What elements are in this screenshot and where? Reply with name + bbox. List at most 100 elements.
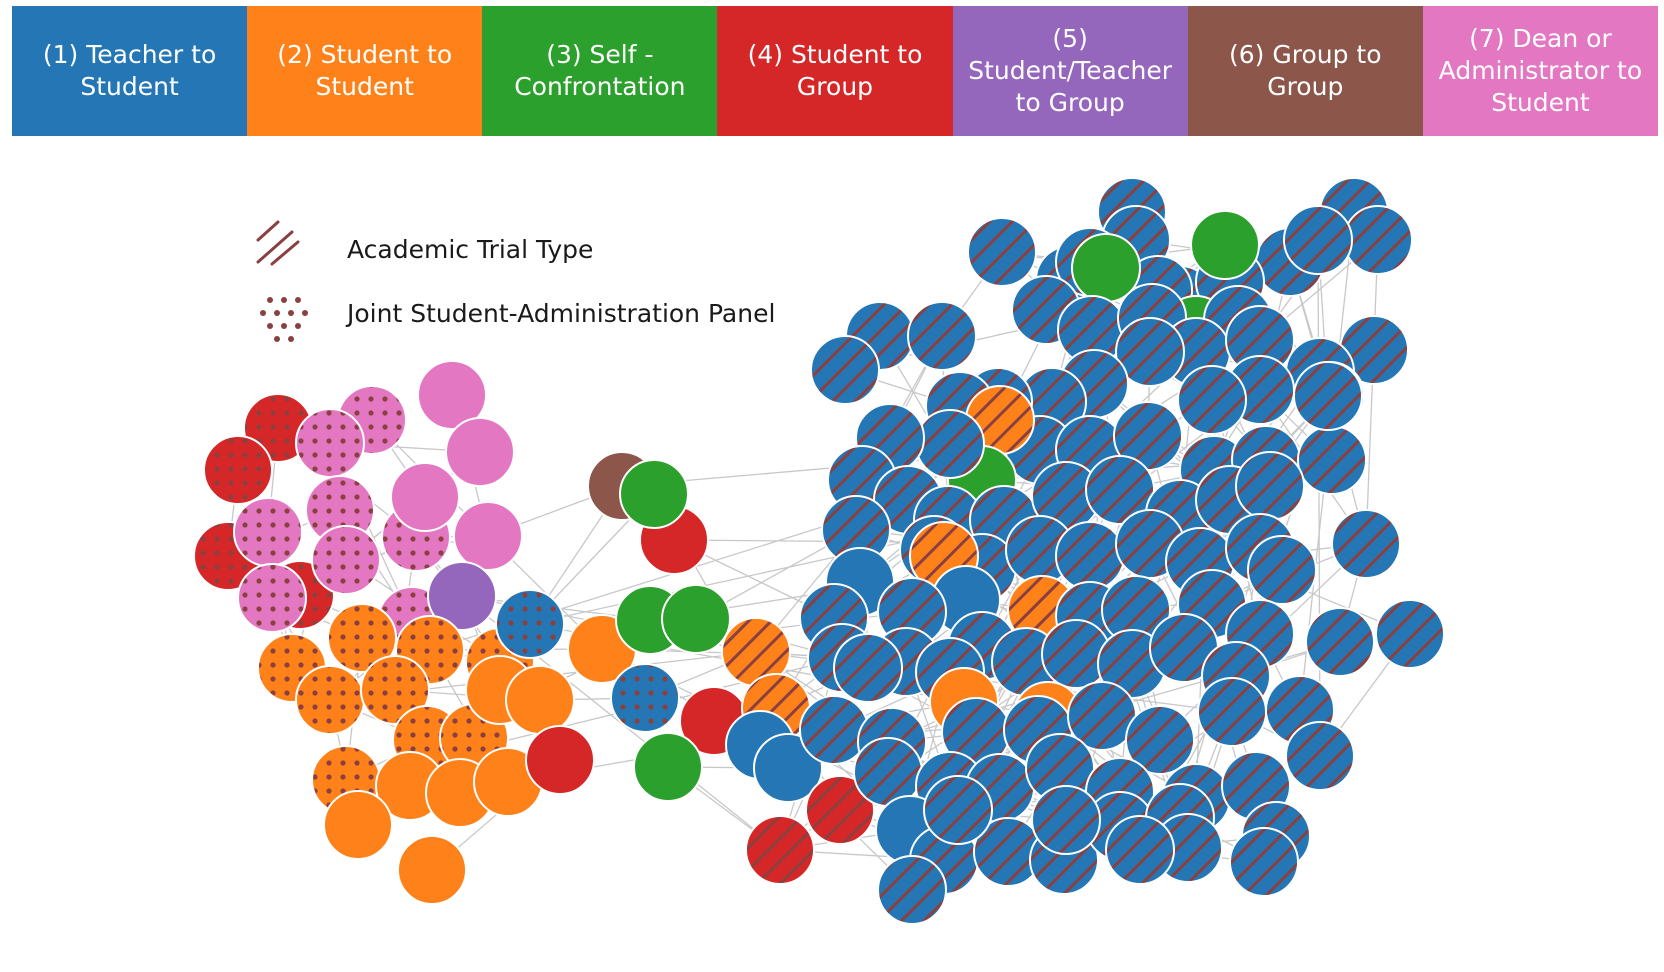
node-hatch-overlay [1237, 453, 1303, 519]
node-hatch-overlay [1231, 829, 1297, 895]
graph-node [810, 335, 880, 405]
node-hatch-overlay [823, 497, 889, 563]
graph-node [1115, 317, 1185, 387]
graph-node [1283, 205, 1353, 275]
graph-node [311, 525, 381, 595]
category-box-5: (5) Student/Teacher to Group [952, 6, 1188, 136]
graph-node [1229, 827, 1299, 897]
node-hatch-overlay [1059, 297, 1125, 363]
node-dot-overlay [497, 591, 563, 657]
graph-node [525, 725, 595, 795]
category-box-3: (3) Self - Confrontation [482, 6, 718, 136]
node-hatch-overlay [812, 337, 878, 403]
node-hatch-overlay [1341, 317, 1407, 383]
category-label-1: (1) Teacher to Student [42, 40, 217, 101]
node-dot-overlay [329, 605, 395, 671]
node-hatch-overlay [943, 699, 1009, 765]
graph-node [923, 775, 993, 845]
graph-node [233, 497, 303, 567]
node-hatch-overlay [1115, 403, 1181, 469]
node-hatch-overlay [1099, 631, 1165, 697]
graph-node [295, 408, 365, 478]
graph-node [1177, 365, 1247, 435]
dot-grid-dot [302, 310, 308, 316]
dot-grid-dot [260, 310, 266, 316]
category-box-1: (1) Teacher to Student [12, 6, 248, 136]
node-hatch-overlay [969, 219, 1035, 285]
category-label-7: (7) Dean or Administrator to Student [1438, 24, 1643, 117]
dot-grid-dot [288, 336, 294, 342]
node-fill [453, 501, 523, 571]
graph-node [661, 584, 731, 654]
node-hatch-overlay [1227, 307, 1293, 373]
category-box-2: (2) Student to Student [247, 6, 483, 136]
node-dot-overlay [362, 657, 428, 723]
node-fill [633, 732, 703, 802]
graph-node [1343, 205, 1413, 275]
graph-node [753, 733, 823, 803]
graph-node [1285, 721, 1355, 791]
node-hatch-overlay [1345, 207, 1411, 273]
graph-node [915, 409, 985, 479]
graph-node [805, 775, 875, 845]
node-hatch-overlay [1087, 457, 1153, 523]
dot-grid-dot [267, 297, 273, 303]
diagonal-hatch-icon [256, 220, 300, 266]
node-dot-overlay [297, 410, 363, 476]
graph-node [1190, 210, 1260, 280]
node-hatch-overlay [1299, 427, 1365, 493]
node-hatch-overlay [1199, 679, 1265, 745]
node-fill [1190, 210, 1260, 280]
graph-node [1293, 361, 1363, 431]
graph-node [1031, 785, 1101, 855]
graph-node [1101, 575, 1171, 645]
graph-node [1297, 425, 1367, 495]
node-fill [661, 584, 731, 654]
graph-node [427, 561, 497, 631]
node-hatch-overlay [1117, 319, 1183, 385]
node-hatch-overlay [879, 857, 945, 923]
graph-node [295, 665, 365, 735]
graph-node [907, 301, 977, 371]
graph-node [1305, 607, 1375, 677]
category-label-2: (2) Student to Student [277, 40, 453, 101]
dot-grid-dot [295, 323, 301, 329]
graph-node [745, 815, 815, 885]
node-dot-overlay [297, 667, 363, 733]
node-dot-overlay [235, 499, 301, 565]
graph-node [1097, 629, 1167, 699]
graph-node [327, 603, 397, 673]
graph-node [360, 655, 430, 725]
graph-node [1031, 461, 1101, 531]
dot-grid-dot [288, 310, 294, 316]
graph-node [973, 817, 1043, 887]
category-legend-bar: (1) Teacher to Student (2) Student to St… [12, 6, 1658, 136]
joint-panel-label: Joint Student-Administration Panel [345, 299, 775, 328]
graph-node [853, 737, 923, 807]
node-hatch-overlay [1127, 707, 1193, 773]
graph-node [1067, 681, 1137, 751]
dot-grid-dot [281, 297, 287, 303]
node-hatch-overlay [747, 817, 813, 883]
node-hatch-overlay [1057, 523, 1123, 589]
node-fill [397, 835, 467, 905]
node-fill [505, 665, 575, 735]
category-box-7: (7) Dean or Administrator to Student [1422, 6, 1658, 136]
node-dot-overlay [313, 527, 379, 593]
graph-edge [1317, 239, 1321, 757]
node-hatch-overlay [855, 739, 921, 805]
node-dot-overlay [205, 437, 271, 503]
node-fill [417, 360, 487, 430]
graph-node [237, 563, 307, 633]
node-hatch-overlay [1285, 207, 1351, 273]
category-label-6: (6) Group to Group [1229, 40, 1382, 101]
node-hatch-overlay [1107, 817, 1173, 883]
graph-node [833, 633, 903, 703]
graph-node [1197, 677, 1267, 747]
node-fill [323, 790, 393, 860]
graph-node [1235, 451, 1305, 521]
node-hatch-overlay [835, 635, 901, 701]
node-fill [619, 459, 689, 529]
graph-node [967, 217, 1037, 287]
node-hatch-overlay [1043, 621, 1109, 687]
